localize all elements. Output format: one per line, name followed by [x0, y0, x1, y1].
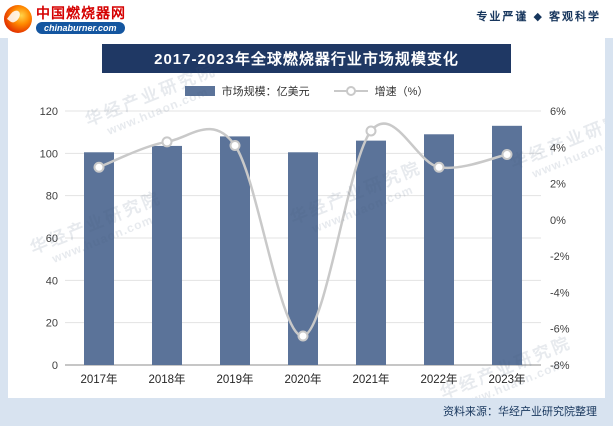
growth-marker-2020年 — [297, 330, 308, 342]
left-axis-tick: 80 — [45, 191, 57, 203]
chart-legend: 市场规模：亿美元 增速（%） — [8, 83, 605, 99]
right-axis-tick: 4% — [550, 142, 566, 154]
left-axis-tick: 100 — [39, 148, 57, 160]
left-axis-tick: 60 — [45, 233, 57, 245]
legend-bar-label: 市场规模：亿美元 — [221, 86, 310, 98]
logo-flame-icon — [4, 5, 32, 33]
bar-2021年 — [355, 140, 386, 365]
source-note: 资料来源：华经产业研究院整理 — [443, 406, 597, 418]
legend-line-swatch-icon — [333, 86, 368, 96]
growth-marker-2022年 — [433, 161, 444, 173]
x-axis-label: 2018年 — [148, 372, 185, 386]
header: 中国燃烧器网 chinaburner.com 专业严谨 ◆ 客观科学 — [0, 0, 613, 38]
x-axis-label: 2021年 — [352, 372, 389, 386]
chart-title: 2017-2023年全球燃烧器行业市场规模变化 — [102, 44, 511, 73]
left-axis-tick: 20 — [45, 318, 57, 330]
bar-2017年 — [83, 152, 114, 365]
footer-bar: 资料来源：华经产业研究院整理 — [0, 398, 613, 426]
right-axis-tick: -4% — [550, 287, 570, 299]
header-slogan: 专业严谨 ◆ 客观科学 — [476, 11, 601, 23]
growth-marker-2019年 — [229, 139, 240, 151]
x-axis-label: 2017年 — [80, 372, 117, 386]
left-axis-tick: 120 — [39, 106, 57, 118]
growth-marker-2018年 — [161, 136, 172, 148]
right-axis-tick: 2% — [550, 179, 566, 191]
left-axis-tick: 40 — [45, 275, 57, 287]
x-axis-label: 2022年 — [420, 372, 457, 386]
bar-2023年 — [491, 125, 522, 365]
legend-line-label: 增速（%） — [374, 86, 429, 98]
logo-text: 中国燃烧器网 chinaburner.com — [36, 5, 126, 34]
x-axis-label: 2020年 — [284, 372, 321, 386]
bar-2019年 — [219, 136, 250, 365]
right-axis-tick: -2% — [550, 251, 570, 263]
left-axis-tick: 0 — [51, 360, 57, 372]
right-axis-tick: 6% — [550, 106, 566, 118]
right-axis-tick: -6% — [550, 324, 570, 336]
logo-title: 中国燃烧器网 — [36, 4, 126, 21]
growth-marker-2017年 — [93, 161, 104, 173]
legend-bar-swatch-icon — [184, 86, 215, 96]
x-axis-label: 2019年 — [216, 372, 253, 386]
right-axis-tick: 0% — [550, 215, 566, 227]
chart-panel: 2017-2023年全球燃烧器行业市场规模变化 市场规模：亿美元 增速（%） 0… — [8, 38, 605, 398]
combo-chart: 0 20 40 60 80 100 120 -8% -6% -4% -2% 0% 2% 4% 6% 2017年… — [39, 106, 570, 386]
growth-marker-2021年 — [365, 125, 376, 137]
x-axis-label: 2023年 — [488, 372, 525, 386]
site-logo: 中国燃烧器网 chinaburner.com — [4, 5, 126, 34]
bar-2018年 — [151, 145, 182, 365]
logo-subtitle: chinaburner.com — [36, 21, 125, 34]
right-axis-tick: -8% — [550, 360, 570, 372]
growth-marker-2023年 — [501, 149, 512, 161]
